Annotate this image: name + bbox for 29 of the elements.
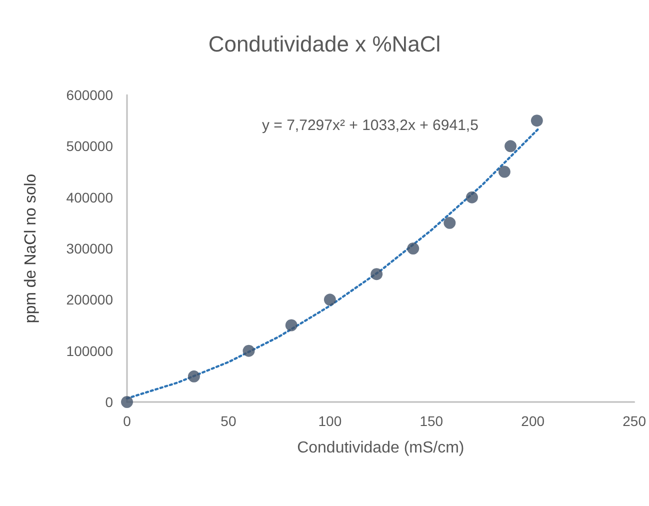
y-tick-label: 400000 [66, 189, 114, 206]
y-tick-label: 100000 [66, 342, 114, 359]
y-tick-label: 200000 [66, 292, 114, 308]
point [498, 166, 510, 178]
point [370, 268, 383, 280]
x-tick-label: 250 [622, 413, 646, 429]
x-tick-label: 150 [420, 413, 444, 429]
point [121, 396, 133, 408]
y-tick-label: 0 [105, 394, 114, 410]
x-tick-label: 0 [123, 413, 132, 429]
point [530, 114, 543, 127]
y-tick-label: 300000 [66, 240, 114, 256]
point [407, 242, 420, 254]
point [504, 140, 517, 152]
point [466, 191, 478, 204]
point [324, 294, 336, 306]
x-tick-label: 200 [521, 413, 545, 429]
x-tick-label: 50 [220, 413, 236, 429]
y-axis-title: ppm de NaCl no solo [22, 174, 40, 324]
x-axis-title: Condutividade (mS/cm) [297, 440, 464, 456]
point [188, 370, 200, 382]
y-tick-label: 600000 [66, 87, 114, 103]
annotation: y = 7,7297x² + 1033,2x + 6941,5 [262, 117, 478, 134]
y-tick-label: 500000 [66, 138, 114, 154]
point [444, 216, 456, 229]
x-tick-label: 100 [318, 413, 342, 429]
point [285, 319, 298, 332]
chart-title: Condutividade x %NaCl [208, 32, 441, 56]
point [242, 344, 255, 357]
